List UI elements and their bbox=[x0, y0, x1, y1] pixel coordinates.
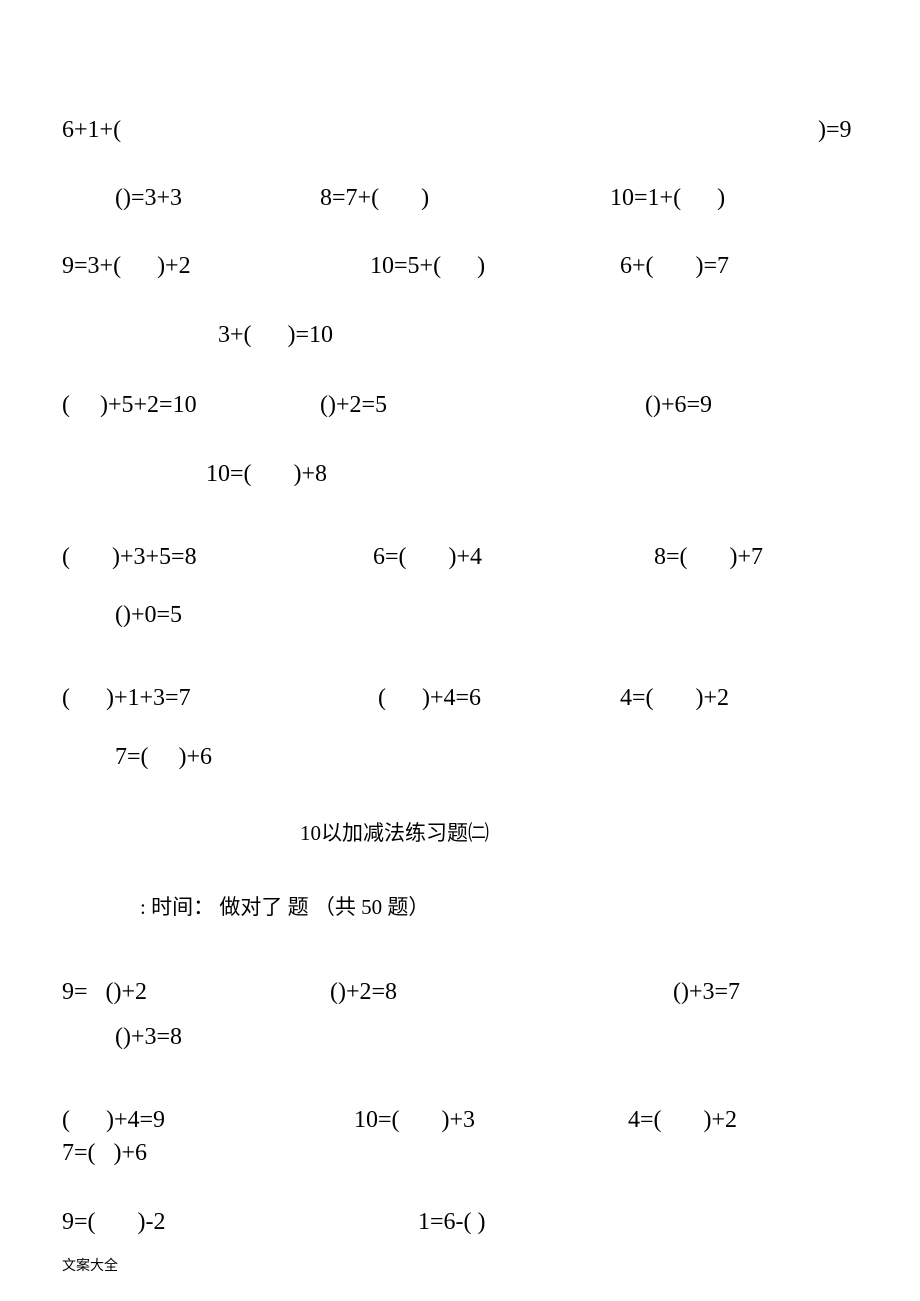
problem-text: 9=( )-2 bbox=[62, 1210, 166, 1234]
problem-text: 9= ()+2 bbox=[62, 980, 147, 1004]
problem-text: 7=( )+6 bbox=[115, 745, 212, 769]
problem-text: ()=3+3 bbox=[115, 186, 182, 210]
problem-text: 10=5+( ) bbox=[370, 254, 485, 278]
problem-text: 10=1+( ) bbox=[610, 186, 725, 210]
problem-text: ()+2=8 bbox=[330, 980, 397, 1004]
problem-text: 3+( )=10 bbox=[218, 323, 333, 347]
worksheet-page: 6+1+( )=9 ()=3+3 8=7+( ) 10=1+( ) 9=3+( … bbox=[0, 0, 920, 1301]
problem-text: ()+3=8 bbox=[115, 1025, 182, 1049]
problem-text: ( )+4=6 bbox=[378, 686, 481, 710]
problem-text: ()+0=5 bbox=[115, 603, 182, 627]
problem-text: 9=3+( )+2 bbox=[62, 254, 191, 278]
problem-text: ( )+4=9 bbox=[62, 1108, 165, 1132]
problem-text: 8=7+( ) bbox=[320, 186, 429, 210]
problem-text: 10=( )+3 bbox=[354, 1108, 475, 1132]
problem-text: 6+1+( bbox=[62, 118, 121, 142]
problem-text: 4=( )+2 bbox=[628, 1108, 737, 1132]
problem-text: ()+3=7 bbox=[673, 980, 740, 1004]
problem-text: ()+6=9 bbox=[645, 393, 712, 417]
problem-text: 1=6-( ) bbox=[418, 1210, 486, 1234]
problem-text: 6+( )=7 bbox=[620, 254, 729, 278]
problem-text: 6=( )+4 bbox=[373, 545, 482, 569]
problem-text: ( )+1+3=7 bbox=[62, 686, 191, 710]
problem-text: ( )+5+2=10 bbox=[62, 393, 197, 417]
problem-text: 4=( )+2 bbox=[620, 686, 729, 710]
problem-text: 8=( )+7 bbox=[654, 545, 763, 569]
problem-text: ()+2=5 bbox=[320, 393, 387, 417]
section-heading: 10以加减法练习题㈡ bbox=[300, 823, 489, 844]
info-line: : 时间： 做对了 题 （共 50 题） bbox=[140, 897, 429, 918]
problem-text: 10=( )+8 bbox=[206, 462, 327, 486]
problem-text: )=9 bbox=[818, 118, 852, 142]
footer-text: 文案大全 bbox=[62, 1260, 118, 1274]
problem-text: ( )+3+5=8 bbox=[62, 545, 197, 569]
problem-text: 7=( )+6 bbox=[62, 1141, 147, 1165]
